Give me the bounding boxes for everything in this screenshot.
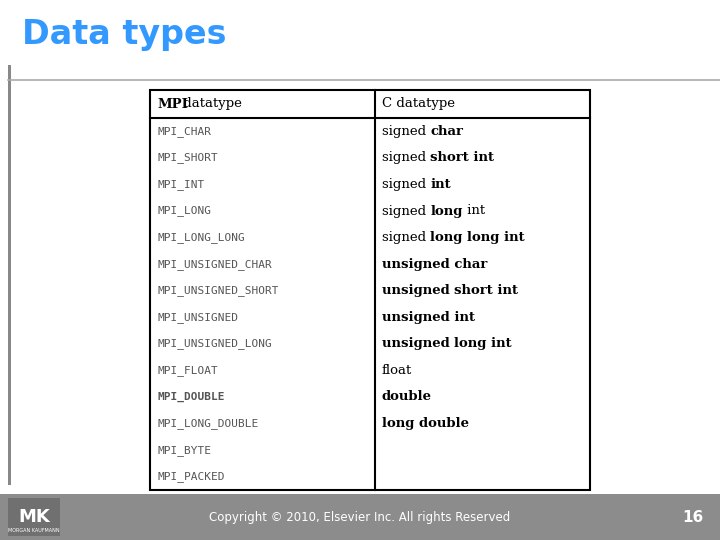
Text: long: long (431, 205, 463, 218)
Text: MPI_SHORT: MPI_SHORT (157, 152, 217, 163)
Text: signed: signed (382, 178, 431, 191)
Text: signed: signed (382, 151, 431, 164)
Text: int: int (463, 205, 485, 218)
Text: 16: 16 (683, 510, 704, 524)
Text: long int: long int (454, 338, 512, 350)
Text: unsigned char: unsigned char (382, 258, 487, 271)
Text: MPI_CHAR: MPI_CHAR (157, 126, 211, 137)
Text: MPI_PACKED: MPI_PACKED (157, 471, 225, 482)
Text: int: int (431, 178, 451, 191)
Text: Data types: Data types (22, 18, 227, 51)
Text: long double: long double (382, 417, 469, 430)
Text: long long int: long long int (431, 231, 525, 244)
Text: MORGAN KAUFMANN: MORGAN KAUFMANN (8, 529, 60, 534)
Text: datatype: datatype (179, 98, 242, 111)
Text: MPI_UNSIGNED_SHORT: MPI_UNSIGNED_SHORT (157, 285, 279, 296)
Text: float: float (382, 364, 413, 377)
Text: MPI_BYTE: MPI_BYTE (157, 444, 211, 456)
Text: MPI_UNSIGNED_CHAR: MPI_UNSIGNED_CHAR (157, 259, 271, 269)
Bar (0, 494, 720, 540)
Text: Copyright © 2010, Elsevier Inc. All rights Reserved: Copyright © 2010, Elsevier Inc. All righ… (210, 510, 510, 523)
Text: MPI_INT: MPI_INT (157, 179, 204, 190)
Text: MPI_FLOAT: MPI_FLOAT (157, 365, 217, 376)
Text: unsigned: unsigned (382, 284, 454, 297)
Bar (8, 498, 60, 536)
Bar (150, 90, 590, 490)
Text: unsigned: unsigned (382, 338, 454, 350)
Text: MPI_LONG: MPI_LONG (157, 206, 211, 217)
Text: short int: short int (454, 284, 518, 297)
Text: MPI_LONG_DOUBLE: MPI_LONG_DOUBLE (157, 418, 258, 429)
Text: char: char (431, 125, 464, 138)
Text: MPI_UNSIGNED: MPI_UNSIGNED (157, 312, 238, 323)
Text: signed: signed (382, 231, 431, 244)
Bar (8, 65, 11, 485)
Text: MK: MK (18, 508, 50, 526)
Text: signed: signed (382, 125, 431, 138)
Text: MPI_DOUBLE: MPI_DOUBLE (157, 392, 225, 402)
Text: double: double (382, 390, 432, 403)
Text: MPI_UNSIGNED_LONG: MPI_UNSIGNED_LONG (157, 339, 271, 349)
Text: signed: signed (382, 205, 431, 218)
Text: C datatype: C datatype (382, 98, 455, 111)
Text: MPI: MPI (157, 98, 188, 111)
Text: unsigned int: unsigned int (382, 311, 475, 324)
Text: short int: short int (431, 151, 495, 164)
Text: MPI_LONG_LONG: MPI_LONG_LONG (157, 232, 245, 243)
